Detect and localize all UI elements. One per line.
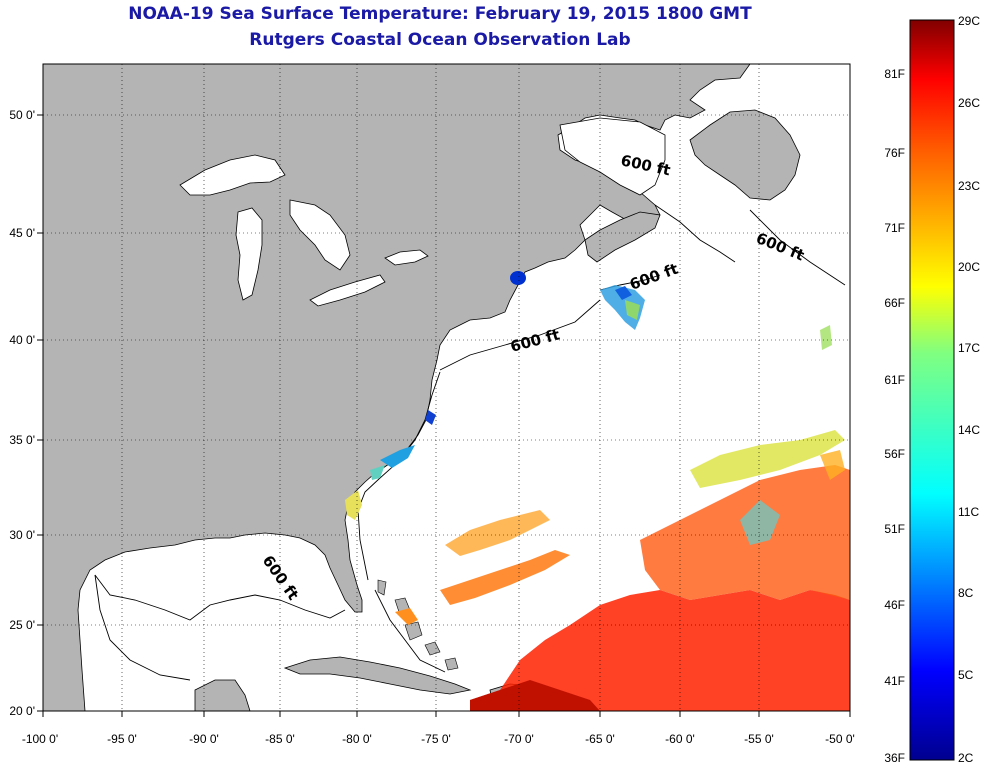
colorbar-c-label: 17C [958, 341, 980, 355]
lon-tick-label: -70 0' [504, 732, 534, 746]
lake-michigan [235, 207, 263, 301]
colorbar-f-label: 61F [884, 373, 905, 387]
lat-tick-label: 40 0' [9, 333, 35, 347]
colorbar-f-label: 76F [884, 146, 905, 160]
colorbar-fahrenheit-labels: 81F 76F 71F 66F 61F 56F 51F 46F 41F 36F [884, 67, 905, 765]
isobath-contours [94, 204, 846, 681]
colorbar-f-label: 36F [884, 751, 905, 765]
lon-tick-label: -85 0' [265, 732, 295, 746]
colorbar-c-label: 14C [958, 423, 980, 437]
lon-tick-label: -55 0' [744, 732, 774, 746]
nova-scotia-land [584, 211, 661, 263]
plot-frame [42, 63, 851, 712]
lake-erie [309, 274, 386, 307]
lon-tick-label: -60 0' [665, 732, 695, 746]
latitude-labels: 50 0' 45 0' 40 0' 35 0' 30 0' 25 0' 20 0… [9, 108, 35, 718]
colorbar-c-label: 8C [958, 586, 974, 600]
map-subtitle: Rutgers Coastal Ocean Observation Lab [249, 30, 631, 50]
lon-tick-label: -75 0' [421, 732, 451, 746]
map-title: NOAA-19 Sea Surface Temperature: Februar… [128, 4, 752, 24]
longitude-labels: -100 0' -95 0' -90 0' -85 0' -80 0' -75 … [22, 732, 855, 746]
lon-tick-label: -100 0' [22, 732, 58, 746]
lake-superior [179, 154, 286, 196]
lon-tick-label: -65 0' [585, 732, 615, 746]
colorbar-c-label: 11C [958, 505, 979, 519]
sst-data-patches [345, 271, 850, 711]
lon-tick-label: -95 0' [107, 732, 137, 746]
colorbar-f-label: 51F [884, 522, 905, 536]
yucatan-land [194, 679, 251, 711]
colorbar-f-label: 66F [884, 296, 905, 310]
lat-tick-label: 20 0' [9, 704, 35, 718]
gulf-st-lawrence [559, 117, 666, 196]
lat-tick-label: 45 0' [9, 226, 35, 240]
lake-huron [289, 199, 351, 271]
lake-ontario [384, 249, 429, 266]
colorbar-f-label: 41F [884, 674, 905, 688]
lat-tick-label: 50 0' [9, 108, 35, 122]
colorbar-f-label: 56F [884, 447, 905, 461]
lat-tick-label: 35 0' [9, 433, 35, 447]
colorbar-f-label: 81F [884, 67, 905, 81]
north-america-land [43, 64, 751, 711]
lon-tick-label: -50 0' [825, 732, 855, 746]
colorbar-f-label: 71F [884, 221, 905, 235]
colorbar-c-label: 2C [958, 751, 974, 765]
colorbar-c-label: 26C [958, 96, 980, 110]
colorbar-f-label: 46F [884, 598, 905, 612]
lon-tick-label: -80 0' [342, 732, 372, 746]
lon-tick-label: -90 0' [189, 732, 219, 746]
colorbar-c-label: 5C [958, 668, 974, 682]
colorbar-c-label: 29C [958, 14, 980, 28]
graticule [43, 64, 850, 711]
colorbar-celsius-labels: 29C 26C 23C 20C 17C 14C 11C 8C 5C 2C [958, 14, 980, 765]
colorbar-c-label: 20C [958, 260, 980, 274]
lat-tick-label: 25 0' [9, 618, 35, 632]
axis-ticks [37, 114, 851, 717]
temperature-colorbar [909, 19, 955, 761]
newfoundland-land [689, 109, 801, 201]
colorbar-c-label: 23C [958, 179, 980, 193]
cuba-land [283, 656, 472, 695]
lat-tick-label: 30 0' [9, 528, 35, 542]
